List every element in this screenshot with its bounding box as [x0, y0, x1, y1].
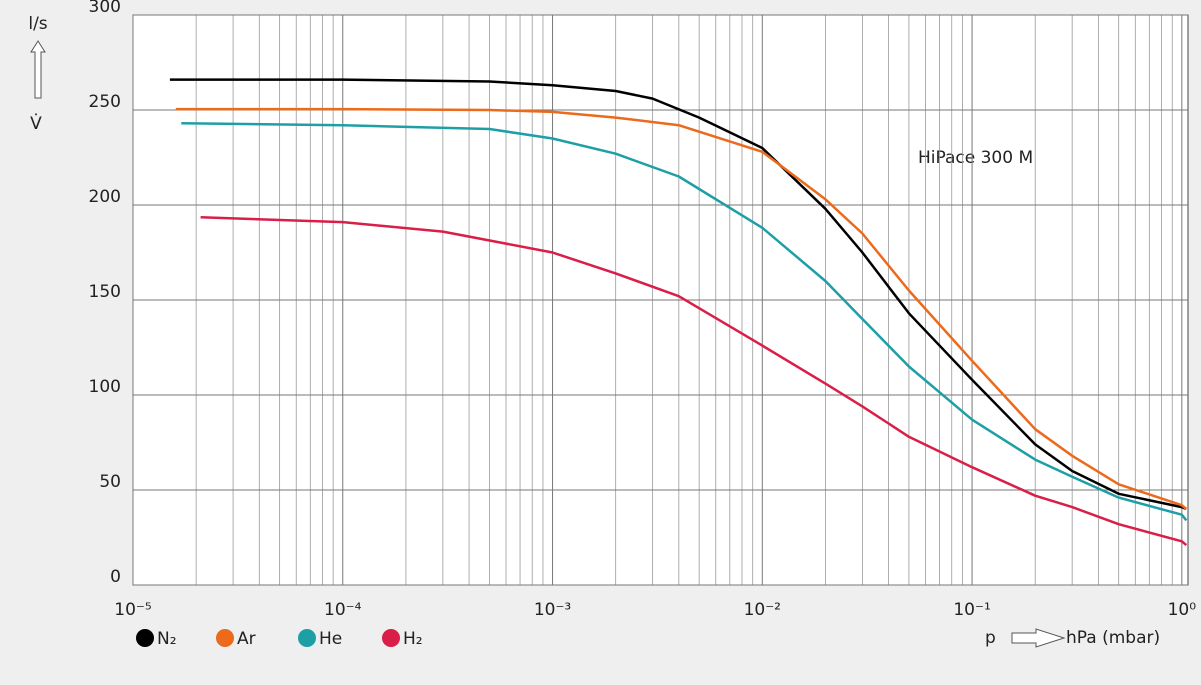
legend-label: H₂	[403, 629, 423, 649]
legend-marker	[298, 629, 316, 647]
series-line	[200, 216, 1188, 547]
x-tick-label: 10⁻⁵	[114, 600, 151, 620]
annotation: HiPace 300 M	[918, 148, 1033, 168]
y-tick-label: 100	[89, 377, 121, 397]
y-axis-unit: l/s	[28, 14, 47, 34]
y-tick-label: 300	[89, 0, 121, 17]
legend-label: Ar	[237, 629, 256, 649]
y-tick-label: 200	[89, 187, 121, 207]
y-tick-label: 250	[89, 92, 121, 112]
legend-marker	[216, 629, 234, 647]
series-line	[169, 78, 1187, 511]
x-axis-label: p	[985, 628, 996, 648]
legend-marker	[136, 629, 154, 647]
x-tick-label: 10⁻²	[744, 600, 781, 620]
y-tick-label: 50	[99, 472, 121, 492]
x-axis-arrow	[1011, 628, 1066, 648]
x-tick-label: 10⁻⁴	[324, 600, 362, 620]
y-axis-symbol: V̇	[30, 113, 42, 134]
y-tick-label: 150	[89, 282, 121, 302]
x-tick-label: 10⁰	[1168, 600, 1197, 620]
series-line	[181, 122, 1188, 522]
y-tick-label: 0	[110, 567, 121, 587]
legend-label: N₂	[157, 629, 177, 649]
x-axis-unit: hPa (mbar)	[1066, 628, 1160, 648]
legend-marker	[382, 629, 400, 647]
series-line	[175, 107, 1188, 510]
y-axis-arrow	[30, 40, 46, 99]
legend-label: He	[319, 629, 342, 649]
x-tick-label: 10⁻¹	[953, 600, 990, 620]
x-tick-label: 10⁻³	[534, 600, 571, 620]
